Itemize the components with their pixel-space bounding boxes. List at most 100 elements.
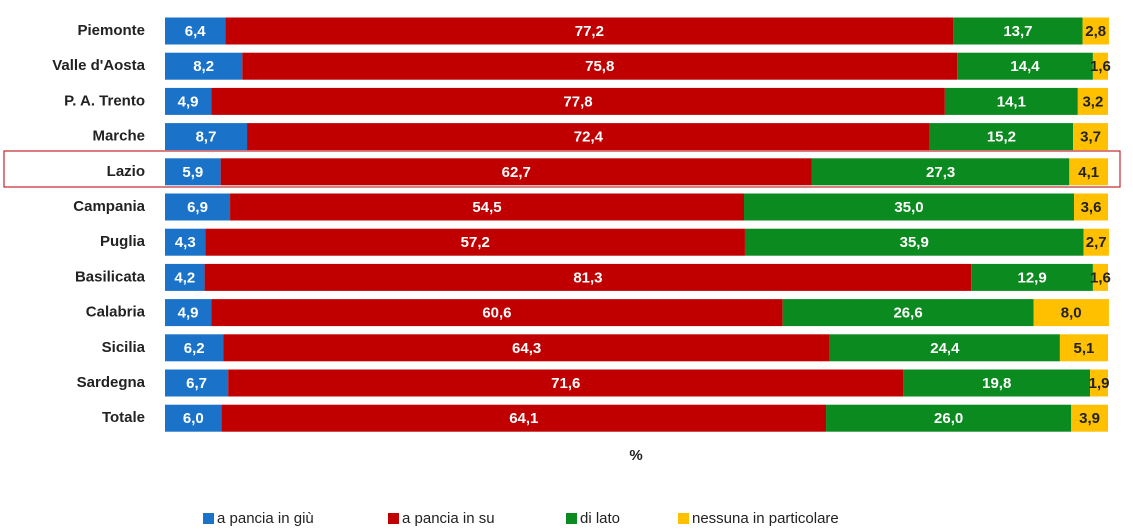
data-label: 3,6 (1081, 199, 1102, 216)
data-label: 8,2 (193, 58, 214, 75)
bar-segment (165, 299, 212, 327)
bar-segment (1059, 334, 1108, 362)
data-label: 14,4 (1010, 58, 1040, 75)
data-label: 4,3 (175, 234, 196, 251)
bar-segment (165, 52, 243, 80)
bar-segment (957, 52, 1093, 80)
bar-segment (165, 404, 222, 432)
data-label: 35,0 (894, 199, 923, 216)
data-label: 4,1 (1078, 164, 1099, 181)
data-label: 2,7 (1086, 234, 1107, 251)
data-label: 4,2 (174, 269, 195, 286)
bar-segment (211, 87, 945, 115)
data-label: 13,7 (1003, 23, 1032, 40)
bar-segment (165, 17, 226, 45)
legend-label: a pancia in giù (217, 510, 314, 527)
bar-segment (744, 193, 1075, 221)
legend-label: nessuna in particolare (692, 510, 839, 527)
bar-segment (953, 17, 1083, 45)
data-label: 15,2 (987, 129, 1016, 146)
bar-segment (165, 123, 248, 151)
legend-label: di lato (580, 510, 620, 527)
legend-swatch (388, 513, 399, 524)
category-label: Puglia (100, 233, 146, 250)
data-label: 6,2 (184, 340, 205, 357)
category-label: Campania (73, 198, 145, 215)
category-label: P. A. Trento (64, 92, 145, 109)
category-label: Marche (92, 128, 145, 145)
data-label: 5,9 (182, 164, 203, 181)
data-label: 6,7 (186, 375, 207, 392)
bar-segment (165, 193, 231, 221)
data-label: 64,3 (512, 340, 541, 357)
bar-segment (230, 193, 745, 221)
bar-segment (826, 404, 1072, 432)
data-label: 19,8 (982, 375, 1011, 392)
bar-segment (1033, 299, 1109, 327)
bar-segment (205, 228, 745, 256)
bar-segment (1069, 158, 1108, 186)
bar-segment (944, 87, 1078, 115)
bar-segment (1073, 123, 1108, 151)
bar-segment (165, 263, 205, 291)
data-label: 3,7 (1080, 129, 1101, 146)
legend-swatch (203, 513, 214, 524)
bar-segment (1077, 87, 1108, 115)
data-label: 3,9 (1079, 410, 1100, 427)
bar-segment (165, 369, 229, 397)
data-label: 2,8 (1085, 23, 1106, 40)
data-label: 54,5 (472, 199, 501, 216)
bar-segment (165, 228, 206, 256)
data-label: 64,1 (509, 410, 538, 427)
legend-swatch (678, 513, 689, 524)
data-label: 62,7 (502, 164, 531, 181)
bar-segment (1082, 17, 1109, 45)
data-label: 8,7 (196, 129, 217, 146)
data-label: 24,4 (930, 340, 960, 357)
category-label: Valle d'Aosta (52, 57, 145, 74)
bar-segment (225, 17, 954, 45)
data-label: 1,6 (1090, 269, 1111, 286)
bar-segment (903, 369, 1091, 397)
bar-segment (223, 334, 830, 362)
data-label: 26,6 (893, 305, 922, 322)
data-label: 8,0 (1061, 305, 1082, 322)
bar-segment (829, 334, 1060, 362)
data-label: 77,2 (575, 23, 604, 40)
data-label: 1,6 (1090, 58, 1111, 75)
legend-swatch (566, 513, 577, 524)
bar-segment (247, 123, 930, 151)
data-label: 35,9 (900, 234, 929, 251)
data-label: 26,0 (934, 410, 963, 427)
bar-segment (165, 334, 224, 362)
category-label: Basilicata (75, 268, 146, 285)
bar-segment (204, 263, 972, 291)
category-label: Sicilia (102, 339, 146, 356)
bar-segment (744, 228, 1084, 256)
bar-segment (782, 299, 1034, 327)
bar-segment (1074, 193, 1108, 221)
data-label: 4,9 (178, 305, 199, 322)
bar-segment (221, 404, 827, 432)
legend-label: a pancia in su (402, 510, 495, 527)
bar-segment (1083, 228, 1109, 256)
x-axis-label: % (629, 447, 642, 464)
bar-segment (1090, 369, 1108, 397)
category-label: Sardegna (77, 374, 146, 391)
bar-segment (242, 52, 958, 80)
category-label: Lazio (107, 163, 145, 180)
data-label: 6,9 (187, 199, 208, 216)
data-label: 14,1 (997, 93, 1026, 110)
category-label: Totale (102, 409, 145, 426)
bar-segment (971, 263, 1093, 291)
category-label: Piemonte (77, 22, 145, 39)
bar-segment (1092, 52, 1108, 80)
bar-segment (165, 158, 221, 186)
bar-segment (228, 369, 904, 397)
data-label: 75,8 (585, 58, 614, 75)
highlight-box (3, 150, 1121, 188)
data-label: 6,0 (183, 410, 204, 427)
category-label: Calabria (86, 304, 146, 321)
bar-segment (1071, 404, 1108, 432)
data-label: 77,8 (563, 93, 592, 110)
